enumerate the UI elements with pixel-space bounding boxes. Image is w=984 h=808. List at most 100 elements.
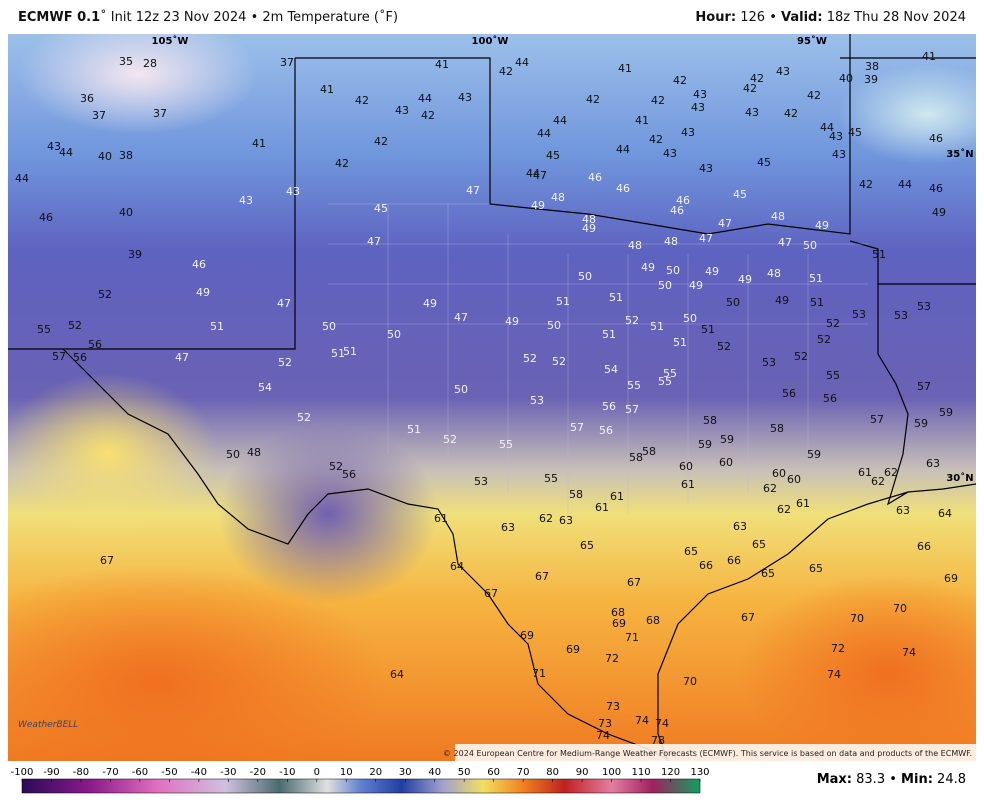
temp-label: 43 xyxy=(458,91,472,104)
temp-label: 52 xyxy=(817,333,831,346)
copyright: © 2024 European Centre for Medium-Range … xyxy=(443,749,972,758)
colorbar-scale xyxy=(21,778,701,794)
temp-label: 55 xyxy=(37,323,51,336)
temp-label: 48 xyxy=(664,235,678,248)
temp-label: 49 xyxy=(775,294,789,307)
temp-label: 69 xyxy=(944,572,958,585)
temp-label: 36 xyxy=(80,92,94,105)
colorbar-tick-label: 0 xyxy=(314,767,320,778)
temp-label: 47 xyxy=(533,169,547,182)
temp-label: 41 xyxy=(320,83,334,96)
temp-label: 47 xyxy=(175,351,189,364)
temp-label: 73 xyxy=(606,700,620,713)
temp-label: 44 xyxy=(15,172,29,185)
temp-label: 74 xyxy=(827,668,841,681)
temp-label: 62 xyxy=(763,482,777,495)
temp-label: 49 xyxy=(932,206,946,219)
temp-label: 63 xyxy=(501,521,515,534)
temp-label: 52 xyxy=(329,460,343,473)
temp-label: 55 xyxy=(544,472,558,485)
temp-label: 70 xyxy=(683,675,697,688)
grid-label: 30˚N xyxy=(946,472,973,484)
temp-label: 44 xyxy=(515,56,529,69)
shade xyxy=(838,64,976,164)
temp-label: 58 xyxy=(569,488,583,501)
temp-label: 46 xyxy=(588,171,602,184)
temp-label: 58 xyxy=(703,414,717,427)
temp-label: 49 xyxy=(531,199,545,212)
temp-label: 51 xyxy=(556,295,570,308)
colorbar-tick-label: -100 xyxy=(11,767,34,778)
county-lines xyxy=(328,203,868,514)
temp-label: 71 xyxy=(532,667,546,680)
temp-label: 68 xyxy=(646,614,660,627)
sep: • xyxy=(769,10,777,25)
shade xyxy=(8,374,218,534)
temp-label: 69 xyxy=(520,629,534,642)
temp-label: 43 xyxy=(47,140,61,153)
temp-label: 71 xyxy=(625,631,639,644)
temp-label: 56 xyxy=(342,468,356,481)
shade xyxy=(738,574,976,761)
valid: 18z Thu 28 Nov 2024 xyxy=(826,10,966,25)
temp-label: 47 xyxy=(454,311,468,324)
temp-label: 56 xyxy=(782,387,796,400)
temp-label: 42 xyxy=(374,135,388,148)
temp-label: 49 xyxy=(505,315,519,328)
temp-label: 61 xyxy=(796,497,810,510)
temp-label: 59 xyxy=(698,438,712,451)
sep: • xyxy=(889,772,897,787)
temp-label: 47 xyxy=(367,235,381,248)
temp-label: 41 xyxy=(635,114,649,127)
temp-label: 43 xyxy=(832,148,846,161)
temp-label: 49 xyxy=(689,279,703,292)
temp-label: 42 xyxy=(750,72,764,85)
temp-label: 45 xyxy=(848,126,862,139)
temp-label: 49 xyxy=(705,265,719,278)
temp-label: 66 xyxy=(699,559,713,572)
temp-label: 55 xyxy=(663,367,677,380)
border xyxy=(877,284,976,506)
temp-label: 43 xyxy=(691,101,705,114)
temp-label: 59 xyxy=(720,433,734,446)
grid-label: 105˚W xyxy=(152,35,189,47)
model: ECMWF 0.1 xyxy=(18,10,101,25)
temp-label: 50 xyxy=(578,270,592,283)
temp-label: 41 xyxy=(435,58,449,71)
temp-label: 51 xyxy=(343,345,357,358)
border xyxy=(849,240,976,285)
temp-label: 42 xyxy=(421,109,435,122)
temp-label: 44 xyxy=(418,92,432,105)
temp-label: 47 xyxy=(778,236,792,249)
temp-label: 42 xyxy=(859,178,873,191)
temp-label: 50 xyxy=(803,239,817,252)
colorbar-tick-label: 90 xyxy=(576,767,589,778)
temp-label: 60 xyxy=(679,460,693,473)
temp-label: 64 xyxy=(938,507,952,520)
temp-label: 44 xyxy=(526,167,540,180)
temp-label: 48 xyxy=(551,191,565,204)
grid-label: 100˚W xyxy=(472,35,509,47)
temp-label: 61 xyxy=(434,512,448,525)
temp-label: 74 xyxy=(635,714,649,727)
temp-label: 49 xyxy=(196,286,210,299)
temp-label: 40 xyxy=(98,150,112,163)
temp-label: 63 xyxy=(926,457,940,470)
temp-label: 49 xyxy=(641,261,655,274)
temp-label: 43 xyxy=(745,106,759,119)
temp-label: 52 xyxy=(794,350,808,363)
temp-label: 70 xyxy=(850,612,864,625)
temp-label: 48 xyxy=(771,210,785,223)
temp-label: 42 xyxy=(743,82,757,95)
temp-label: 43 xyxy=(829,130,843,143)
grid-label: 35˚N xyxy=(946,148,973,160)
temp-label: 43 xyxy=(663,147,677,160)
temp-label: 64 xyxy=(450,560,464,573)
temp-label: 45 xyxy=(546,149,560,162)
temp-label: 43 xyxy=(239,194,253,207)
temp-label: 61 xyxy=(681,478,695,491)
temp-label: 65 xyxy=(752,538,766,551)
logo: WeatherBELL xyxy=(18,720,78,730)
temp-label: 51 xyxy=(650,320,664,333)
